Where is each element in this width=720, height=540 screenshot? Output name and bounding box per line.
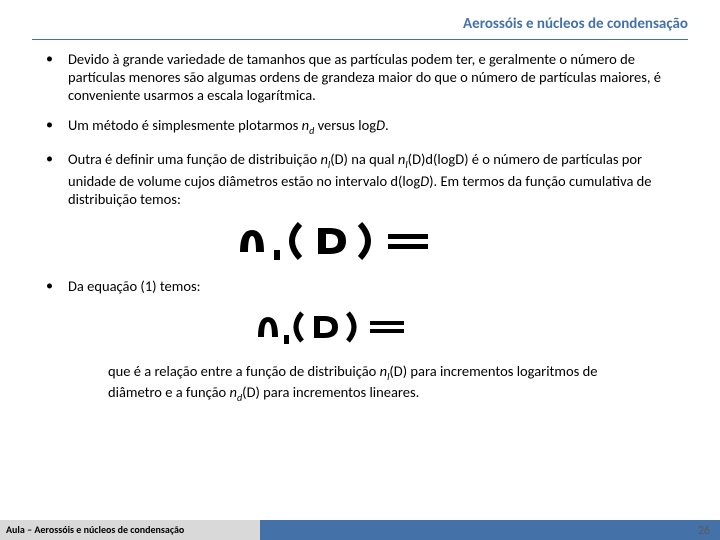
equation-svg — [250, 307, 470, 347]
bullet-text-prefix: Um método é simplesmente plotarmos — [68, 116, 302, 134]
bullet-text-mid: versus log — [314, 116, 376, 134]
conclusion-text: que é a relação entre a função de distri… — [40, 362, 680, 405]
page-number: 26 — [698, 524, 710, 538]
footer-left-label: Aula – Aerossóis e núcleos de condensaçã… — [0, 520, 260, 540]
slide-title: Aerossóis e núcleos de condensação — [463, 15, 688, 33]
conclusion-part: que é a relação entre a função de distri… — [108, 362, 380, 380]
bullet-text-suffix: . — [385, 116, 389, 134]
equation-1 — [40, 220, 680, 267]
slide-footer: Aula – Aerossóis e núcleos de condensaçã… — [0, 520, 720, 540]
symbol-n: n — [320, 150, 327, 168]
symbol-D: D — [376, 116, 385, 134]
bullet-item: Devido à grande variedade de tamanhos qu… — [40, 50, 680, 104]
slide-header: Aerossóis e núcleos de condensação — [0, 0, 720, 37]
symbol-n: n — [380, 362, 387, 380]
conclusion-part: para incrementos lineares. — [260, 383, 419, 401]
bullet-item: Outra é definir uma função de distribuiç… — [40, 150, 680, 208]
bullet-text-part: na qual — [348, 150, 398, 168]
bullet-text: Da equação (1) temos: — [68, 277, 201, 295]
symbol-arg: (D)d(logD) — [408, 150, 469, 168]
bullet-text: Devido à grande variedade de tamanhos qu… — [68, 50, 661, 104]
symbol-n: n — [302, 116, 309, 134]
bullet-list: Da equação (1) temos: — [40, 277, 680, 295]
slide-content: Devido à grande variedade de tamanhos qu… — [0, 40, 720, 405]
bullet-item: Um método é simplesmente plotarmos nd ve… — [40, 116, 680, 138]
symbol-arg: (D) — [242, 383, 260, 401]
symbol-D: D — [420, 172, 429, 190]
bullet-list: Devido à grande variedade de tamanhos qu… — [40, 50, 680, 208]
bullet-text-part: Outra é definir uma função de distribuiç… — [68, 150, 320, 168]
equation-svg — [230, 220, 490, 262]
footer-bar — [260, 520, 720, 540]
symbol-n: n — [229, 383, 236, 401]
symbol-arg: (D) — [389, 362, 407, 380]
bullet-item: Da equação (1) temos: — [40, 277, 680, 295]
equation-2 — [40, 307, 680, 352]
symbol-arg: (D) — [330, 150, 348, 168]
